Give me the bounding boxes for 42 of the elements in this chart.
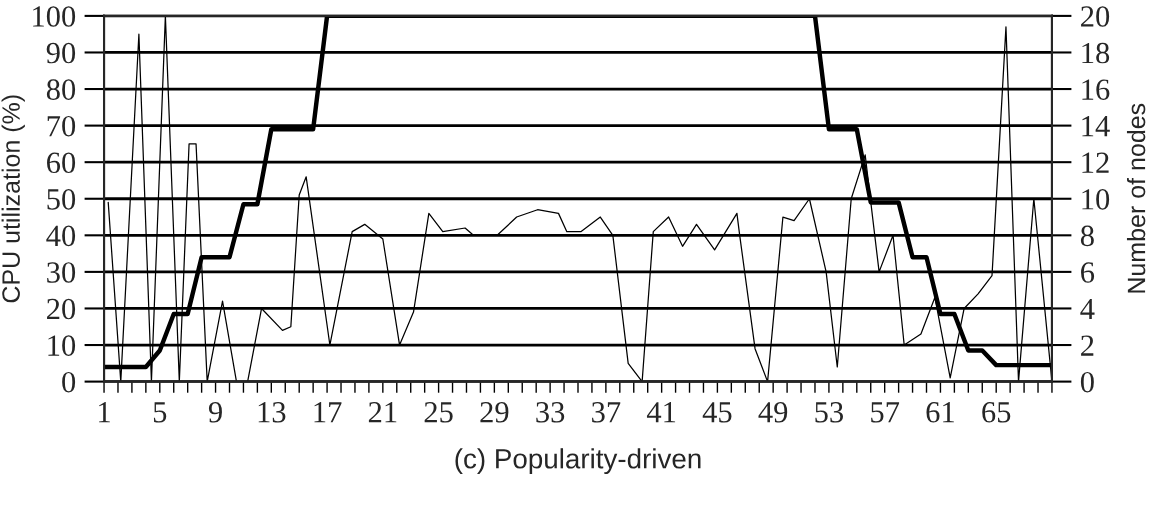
y2-tick-label: 6 <box>1081 262 1095 283</box>
x-tick-label: 41 <box>646 402 676 423</box>
y-tick-label: 70 <box>47 115 76 137</box>
y2-tick-label: 18 <box>1082 42 1110 64</box>
y-tick-label: 100 <box>33 6 76 27</box>
y2-tick-label: 14 <box>1082 116 1110 137</box>
x-axis-title: (c) Popularity-driven <box>455 448 701 475</box>
y2-tick-label: 10 <box>1082 189 1110 210</box>
x-tick-label: 45 <box>702 402 732 423</box>
y-tick-label: 50 <box>47 189 76 210</box>
y-tick-label: 20 <box>47 298 76 320</box>
y2-axis-title: Number of nodes <box>1126 103 1146 293</box>
y2-tick-label: 0 <box>1080 371 1094 393</box>
y2-tick-label: 2 <box>1081 335 1094 356</box>
x-tick-label: 65 <box>982 402 1011 423</box>
x-tick-label: 21 <box>368 402 397 423</box>
x-tick-label: 57 <box>871 402 900 423</box>
y2-tick-label: 4 <box>1080 298 1095 320</box>
y-tick-label: 30 <box>47 262 76 283</box>
y-tick-label: 40 <box>46 225 76 247</box>
y-axis-title: CPU utilization (%) <box>1 95 25 303</box>
x-tick-label: 5 <box>153 402 167 423</box>
x-tick-label: 49 <box>758 402 788 423</box>
x-tick-label: 9 <box>208 402 222 423</box>
y-tick-label: 0 <box>62 371 76 393</box>
y2-tick-label: 8 <box>1080 225 1094 247</box>
y-tick-label: 90 <box>46 42 76 64</box>
x-tick-label: 37 <box>592 402 621 423</box>
y2-tick-label: 16 <box>1082 79 1110 100</box>
x-tick-label: 25 <box>424 402 453 423</box>
x-tick-label: 29 <box>480 402 509 423</box>
y2-tick-label: 20 <box>1081 6 1110 27</box>
x-tick-label: 17 <box>314 402 342 423</box>
y-tick-label: 80 <box>46 79 76 100</box>
x-tick-label: 1 <box>99 402 110 423</box>
x-tick-label: 53 <box>815 402 843 423</box>
y-tick-label: 60 <box>47 152 76 174</box>
y2-tick-label: 12 <box>1082 152 1109 173</box>
x-tick-label: 13 <box>258 402 286 423</box>
x-tick-label: 33 <box>536 402 565 423</box>
x-tick-label: 61 <box>926 402 954 423</box>
y-tick-label: 10 <box>48 335 76 356</box>
